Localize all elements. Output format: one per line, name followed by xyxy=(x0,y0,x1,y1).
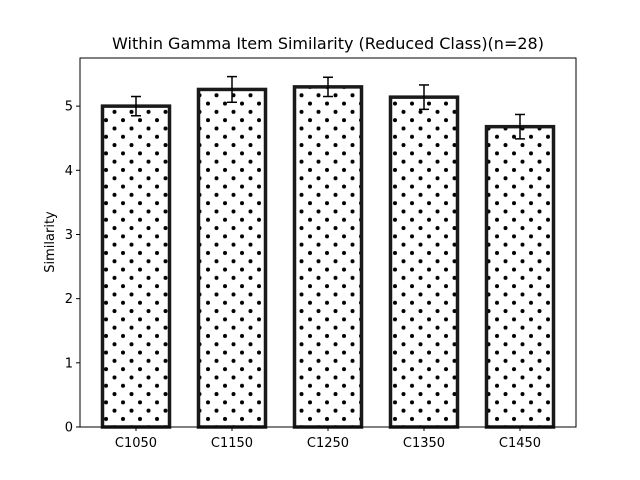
error-bar-C1150 xyxy=(227,75,237,104)
error-bar-C1350 xyxy=(419,84,429,111)
y-tick-label: 3 xyxy=(65,228,73,243)
x-tick-label: C1050 xyxy=(115,436,157,451)
bar-hatch-C1450 xyxy=(486,126,554,428)
y-tick-label: 2 xyxy=(65,292,73,307)
y-tick-label: 1 xyxy=(65,356,73,371)
plot-area xyxy=(100,75,556,429)
x-tick-label: C1150 xyxy=(211,436,253,451)
error-bar-C1250 xyxy=(323,76,333,98)
y-tick-label: 4 xyxy=(65,164,73,179)
y-axis: 0 1 2 3 4 5 xyxy=(65,100,80,436)
y-tick-label: 0 xyxy=(65,421,73,436)
x-tick-label: C1450 xyxy=(499,436,541,451)
x-axis: C1050 C1150 C1250 C1350 C1450 xyxy=(115,427,541,451)
x-tick-label: C1350 xyxy=(403,436,445,451)
error-bar-C1450 xyxy=(515,113,525,140)
y-tick-label: 5 xyxy=(65,100,73,115)
error-bar-C1050 xyxy=(131,95,141,117)
chart-title: Within Gamma Item Similarity (Reduced Cl… xyxy=(112,34,544,53)
bar-hatch-C1050 xyxy=(102,106,170,427)
x-tick-label: C1250 xyxy=(307,436,349,451)
bar-hatch-C1150 xyxy=(198,89,266,427)
bar-hatch-C1250 xyxy=(294,86,362,427)
y-axis-label: Similarity xyxy=(43,211,58,273)
bar-hatch-C1350 xyxy=(390,97,458,427)
